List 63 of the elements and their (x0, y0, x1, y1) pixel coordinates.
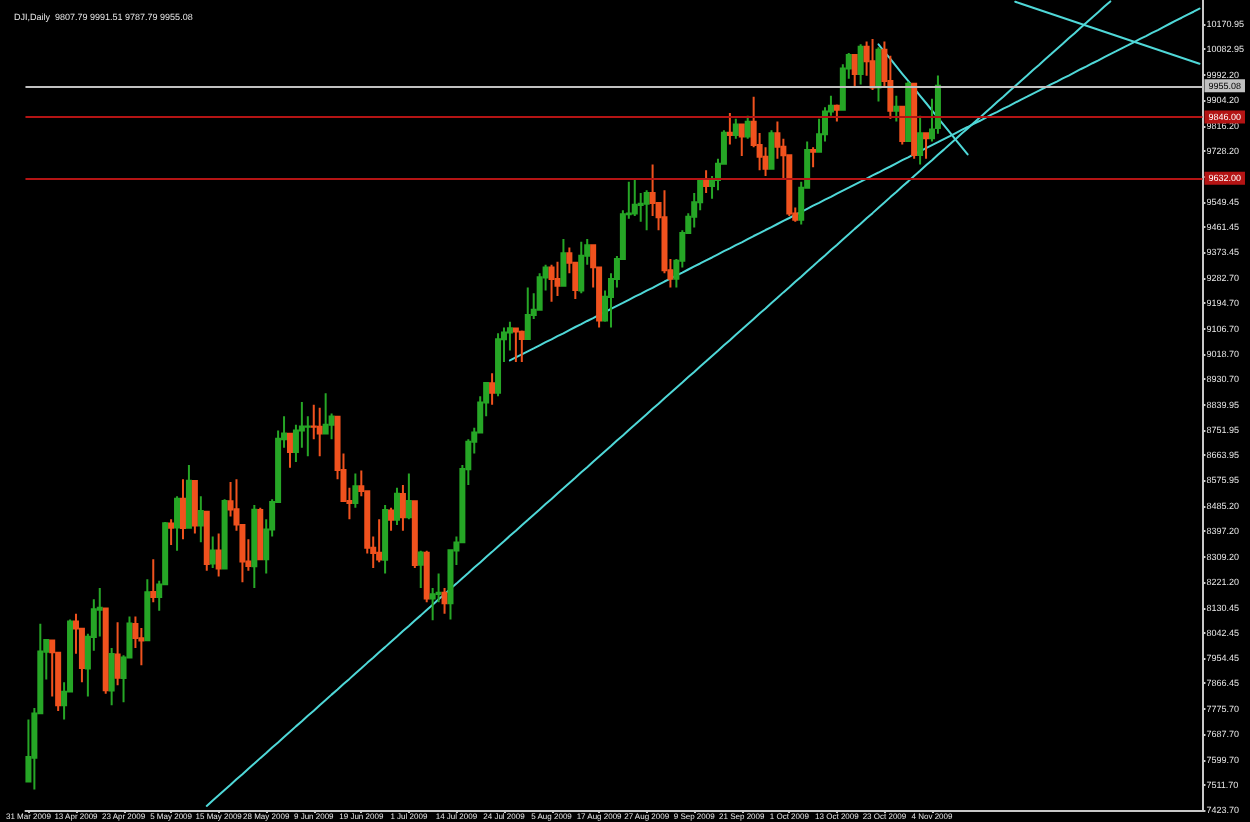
candlestick (923, 132, 930, 160)
candlestick (286, 432, 293, 469)
candlestick (150, 558, 157, 604)
candlestick (382, 503, 389, 575)
candlestick (703, 169, 710, 195)
candlestick (423, 549, 430, 604)
candlestick (251, 503, 258, 589)
candlestick (179, 478, 186, 541)
candlestick (102, 607, 109, 695)
candlestick (578, 240, 585, 295)
candlestick (732, 117, 739, 140)
candlestick (114, 621, 121, 687)
candlestick (934, 74, 941, 135)
candlestick (833, 103, 840, 123)
candlestick (316, 406, 323, 458)
candlestick (441, 586, 448, 615)
candlestick (857, 43, 864, 86)
candlestick (810, 146, 817, 169)
candlestick (899, 105, 906, 146)
candlestick (512, 326, 519, 363)
candlestick (197, 495, 204, 544)
candlestick (548, 263, 555, 303)
candlestick (875, 46, 882, 103)
candlestick (185, 463, 192, 529)
candlestick (221, 498, 228, 570)
candlestick (917, 114, 924, 166)
candlestick (744, 114, 751, 140)
candlestick (388, 506, 395, 532)
candlestick (168, 518, 175, 546)
candlestick (554, 260, 561, 298)
candlestick (869, 37, 876, 92)
candlestick (144, 578, 151, 642)
candlestick (738, 123, 745, 157)
candlestick (851, 53, 858, 89)
candlestick (560, 237, 567, 287)
candlestick (203, 509, 210, 572)
candlestick (643, 189, 650, 232)
candlestick (257, 506, 264, 561)
candlestick (495, 332, 502, 398)
candlestick (108, 646, 115, 707)
candlestick (405, 472, 412, 521)
candlestick (905, 80, 912, 143)
candlestick (399, 483, 406, 532)
candlestick (536, 272, 543, 311)
candlestick (322, 392, 329, 435)
candlestick (209, 535, 216, 569)
candlestick (417, 549, 424, 589)
candlestick (393, 486, 400, 526)
candlestick (726, 112, 733, 146)
candlestick (411, 500, 418, 569)
candlestick (376, 518, 383, 564)
candlestick (191, 479, 198, 535)
candlestick (352, 472, 359, 509)
line-series (877, 43, 969, 156)
candlestick (911, 82, 918, 160)
candlestick (524, 286, 531, 341)
candlestick (768, 129, 775, 170)
candlestick (631, 177, 638, 217)
candlestick (518, 329, 525, 363)
candlestick (489, 372, 496, 406)
candlestick (893, 94, 900, 123)
candlestick (215, 532, 222, 578)
candlestick (174, 495, 181, 552)
